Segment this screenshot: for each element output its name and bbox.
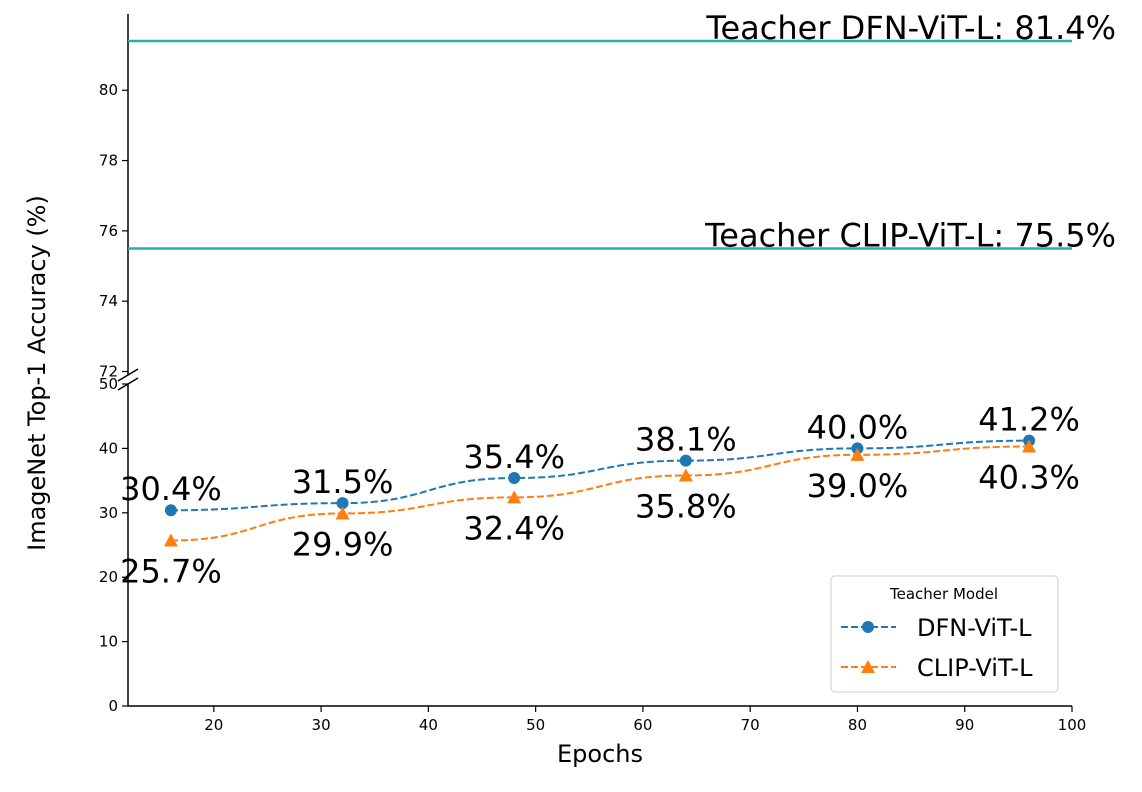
legend-box	[830, 575, 1059, 693]
x-tick-label: 30	[312, 716, 331, 734]
x-tick-label: 50	[526, 716, 545, 734]
x-tick-label: 60	[633, 716, 652, 734]
x-tick-label: 20	[204, 716, 223, 734]
x-tick-label: 70	[741, 716, 760, 734]
legend: Teacher Model DFN-ViT-L CLIP-ViT-L	[830, 575, 1059, 693]
upper-y-tick-label: 76	[99, 222, 118, 240]
lower-y-tick-label: 30	[99, 504, 118, 522]
upper-y-tick-label: 80	[99, 81, 118, 99]
data-point-dfn-vit-l	[508, 472, 521, 485]
data-label-dfn-vit-l: 30.4%	[120, 470, 222, 508]
lower-y-tick-label: 20	[99, 568, 118, 586]
axis-break-mark-upper	[117, 368, 139, 382]
data-point-clip-vit-l	[507, 490, 522, 504]
x-axis: 20 30 40 50 60 70 80 90 100	[128, 705, 1087, 734]
data-point-clip-vit-l	[163, 533, 178, 547]
data-point-clip-vit-l	[335, 506, 350, 520]
x-tick-label: 100	[1058, 716, 1087, 734]
teacher-reference-label-0: Teacher DFN-ViT-L: 81.4%	[705, 9, 1116, 47]
data-point-dfn-vit-l	[164, 504, 177, 517]
upper-y-tick-label: 72	[99, 362, 118, 380]
data-point-clip-vit-l	[1022, 439, 1037, 453]
x-tick-label: 40	[419, 716, 438, 734]
legend-title: Teacher Model	[889, 585, 998, 603]
data-point-clip-vit-l	[850, 447, 865, 461]
series-line-dfn-vit-l	[170, 439, 1030, 512]
lower-y-tick-label: 10	[99, 633, 118, 651]
x-tick-label: 90	[955, 716, 974, 734]
legend-dfn-marker	[862, 621, 874, 633]
lower-y-tick-label: 0	[108, 697, 118, 715]
data-label-dfn-vit-l: 35.4%	[463, 438, 565, 476]
data-label-clip-vit-l: 40.3%	[978, 458, 1080, 496]
data-label-dfn-vit-l: 31.5%	[292, 463, 394, 501]
data-label-clip-vit-l: 25.7%	[120, 552, 222, 590]
data-label-clip-vit-l: 29.9%	[292, 525, 394, 563]
x-tick-label: 80	[848, 716, 867, 734]
data-point-dfn-vit-l	[336, 497, 349, 510]
lower-y-tick-label: 50	[99, 375, 118, 393]
data-label-clip-vit-l: 39.0%	[807, 467, 909, 505]
legend-clip-marker	[861, 660, 875, 673]
teacher-reference-label-1: Teacher CLIP-ViT-L: 75.5%	[704, 216, 1116, 254]
lower-y-tick-label: 40	[99, 439, 118, 457]
lower-panel: 0 10 20 30 40 50 30.4% 31.5% 35.4% 38.1% 40.0% 41.2…	[99, 375, 1080, 715]
y-axis-label: ImageNet Top-1 Accuracy (%)	[23, 195, 51, 551]
data-label-dfn-vit-l: 40.0%	[807, 408, 909, 446]
data-label-dfn-vit-l: 41.2%	[978, 401, 1080, 439]
data-label-clip-vit-l: 32.4%	[463, 509, 565, 547]
data-label-clip-vit-l: 35.8%	[635, 487, 737, 525]
x-axis-label: Epochs	[557, 740, 643, 768]
upper-panel: 72 74 76 78 80 Teacher DFN-ViT-L: 81.4% Teache…	[99, 9, 1116, 382]
data-point-clip-vit-l	[678, 468, 693, 482]
data-point-dfn-vit-l	[679, 454, 692, 467]
upper-y-tick-label: 74	[99, 292, 118, 310]
legend-clip-label: CLIP-ViT-L	[917, 654, 1033, 682]
data-label-dfn-vit-l: 38.1%	[635, 421, 737, 459]
legend-dfn-label: DFN-ViT-L	[917, 614, 1032, 642]
upper-y-tick-label: 78	[99, 152, 118, 170]
